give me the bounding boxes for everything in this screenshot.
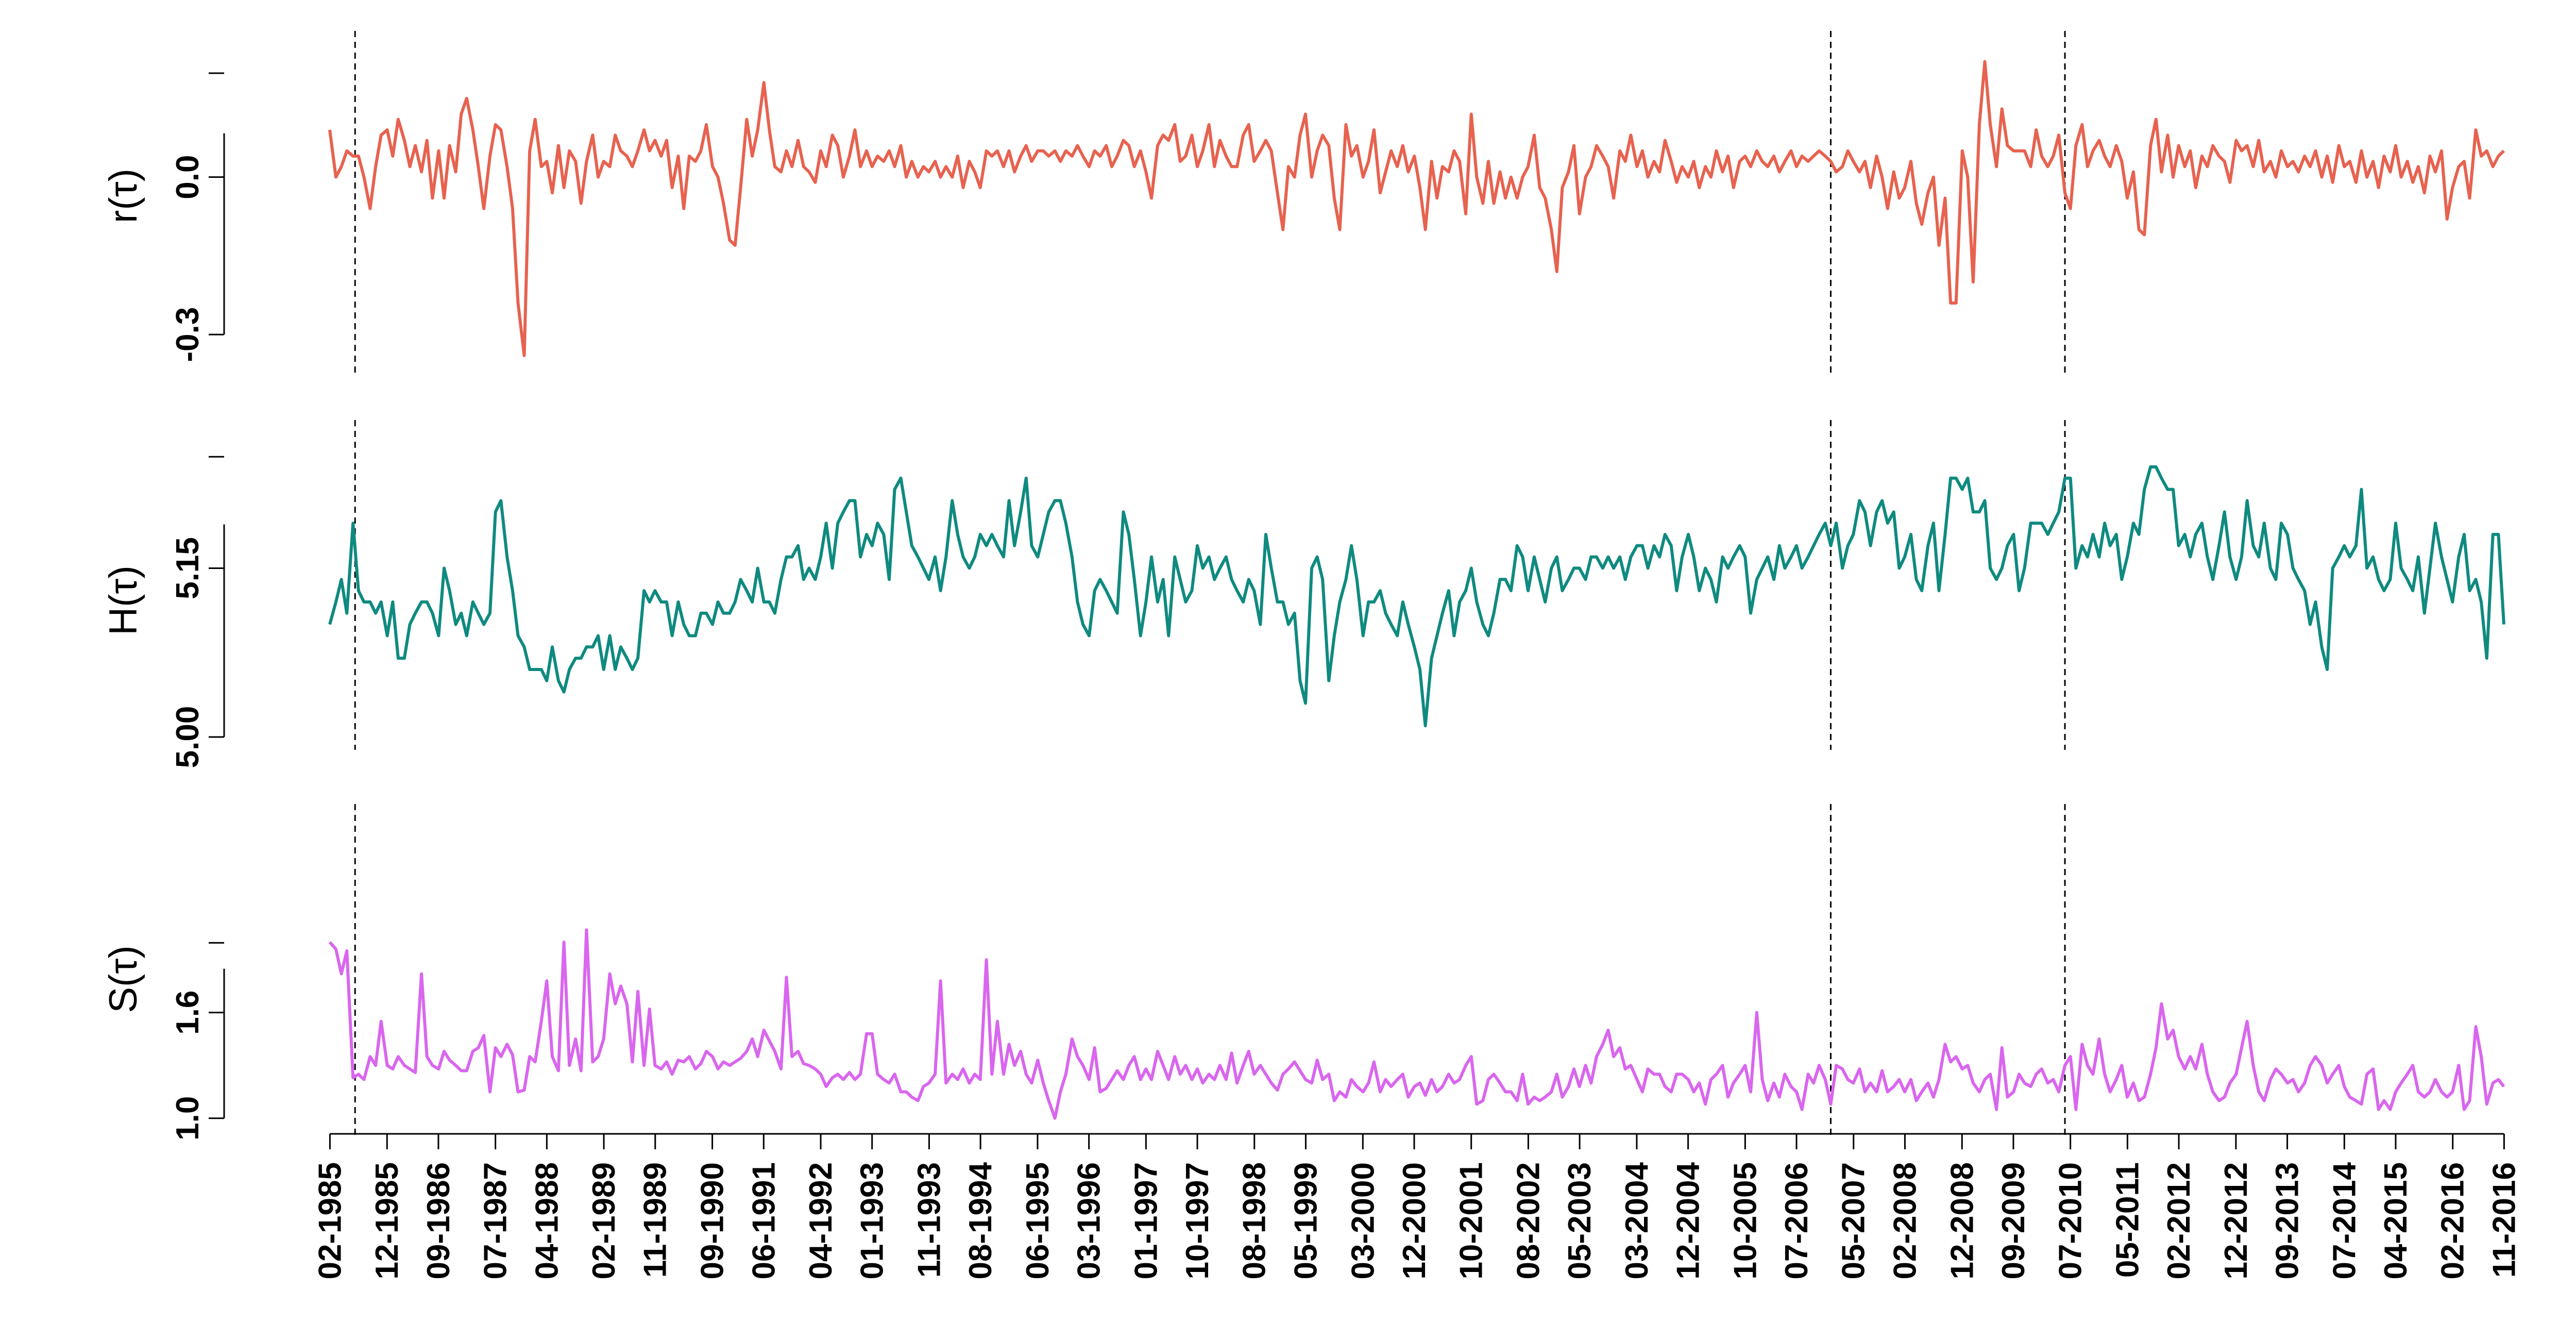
y-tick-label: 5.15 xyxy=(170,537,206,599)
y-tick-label: 1.0 xyxy=(170,1096,206,1141)
x-tick-label: 07-1987 xyxy=(478,1162,514,1280)
y-tick-label: -0.3 xyxy=(170,307,206,362)
x-tick-label: 12-2000 xyxy=(1397,1162,1432,1280)
x-tick-label: 01-1997 xyxy=(1128,1162,1164,1280)
panel-s: 1.6 1.0 S(τ) xyxy=(101,804,2505,1141)
y-axis-title: S(τ) xyxy=(101,945,145,1013)
x-tick-label: 08-1994 xyxy=(963,1162,998,1279)
x-tick-label: 05-1999 xyxy=(1288,1162,1324,1280)
y-tick-label: 1.6 xyxy=(170,991,206,1035)
x-tick-label: 11-1989 xyxy=(638,1162,673,1278)
series-line xyxy=(328,465,2505,728)
x-tick-label: 02-2016 xyxy=(2435,1162,2471,1280)
x-tick-label: 03-2004 xyxy=(1619,1162,1655,1279)
x-tick-label: 09-1990 xyxy=(695,1162,731,1280)
x-tick-label: 06-1991 xyxy=(746,1162,782,1280)
x-tick-label: 06-1995 xyxy=(1020,1162,1056,1280)
x-tick-label: 05-2003 xyxy=(1562,1162,1598,1280)
panel-r: 0.0 -0.3 r(τ) xyxy=(101,31,2505,374)
x-tick-label: 10-1997 xyxy=(1180,1162,1215,1280)
x-tick-label: 10-2001 xyxy=(1454,1162,1489,1280)
x-tick-label: 08-2002 xyxy=(1511,1162,1546,1280)
x-tick-label: 07-2010 xyxy=(2053,1162,2089,1280)
x-tick-label: 02-1989 xyxy=(586,1162,622,1280)
x-tick-label: 09-1986 xyxy=(421,1162,456,1280)
x-tick-label: 07-2014 xyxy=(2327,1162,2362,1279)
x-tick-label: 02-2008 xyxy=(1887,1162,1923,1280)
x-tick-label: 05-2007 xyxy=(1836,1162,1872,1280)
x-tick-label: 09-2013 xyxy=(2270,1162,2306,1280)
x-tick-label: 07-2006 xyxy=(1779,1162,1815,1280)
x-tick-label: 01-1993 xyxy=(855,1162,890,1280)
x-tick-label: 11-2016 xyxy=(2486,1162,2522,1278)
y-axis-title: H(τ) xyxy=(101,565,145,635)
series-line xyxy=(328,60,2505,357)
series-line xyxy=(328,928,2505,1120)
x-tick-label: 11-1993 xyxy=(911,1162,947,1278)
x-tick-label: 04-2015 xyxy=(2378,1162,2414,1280)
x-tick-label: 08-1998 xyxy=(1237,1162,1273,1280)
y-axis-title: r(τ) xyxy=(101,169,145,223)
x-tick-label: 04-1988 xyxy=(529,1162,565,1280)
y-tick-label: 0.0 xyxy=(170,155,206,199)
x-tick-label: 10-2005 xyxy=(1727,1162,1763,1280)
x-tick-label: 12-2012 xyxy=(2218,1162,2254,1280)
x-tick-label: 09-2009 xyxy=(1996,1162,2031,1280)
x-tick-label: 12-1985 xyxy=(369,1162,405,1280)
y-tick-label: 5.00 xyxy=(170,706,206,768)
x-tick-label: 12-2008 xyxy=(1944,1162,1980,1280)
x-tick-label: 04-1992 xyxy=(803,1162,839,1280)
x-tick-label: 03-2000 xyxy=(1345,1162,1381,1280)
x-axis: 02-1985 12-1985 09-1986 07-1987 04-1988 02-19… xyxy=(312,1133,2522,1280)
x-tick-label: 02-1985 xyxy=(312,1162,348,1280)
x-tick-label: 12-2004 xyxy=(1671,1162,1706,1279)
x-tick-label: 03-1996 xyxy=(1072,1162,1107,1280)
x-tick-label: 05-2011 xyxy=(2110,1162,2145,1278)
x-tick-label: 02-2012 xyxy=(2161,1162,2197,1280)
panel-h: 5.15 5.00 H(τ) xyxy=(101,420,2505,768)
